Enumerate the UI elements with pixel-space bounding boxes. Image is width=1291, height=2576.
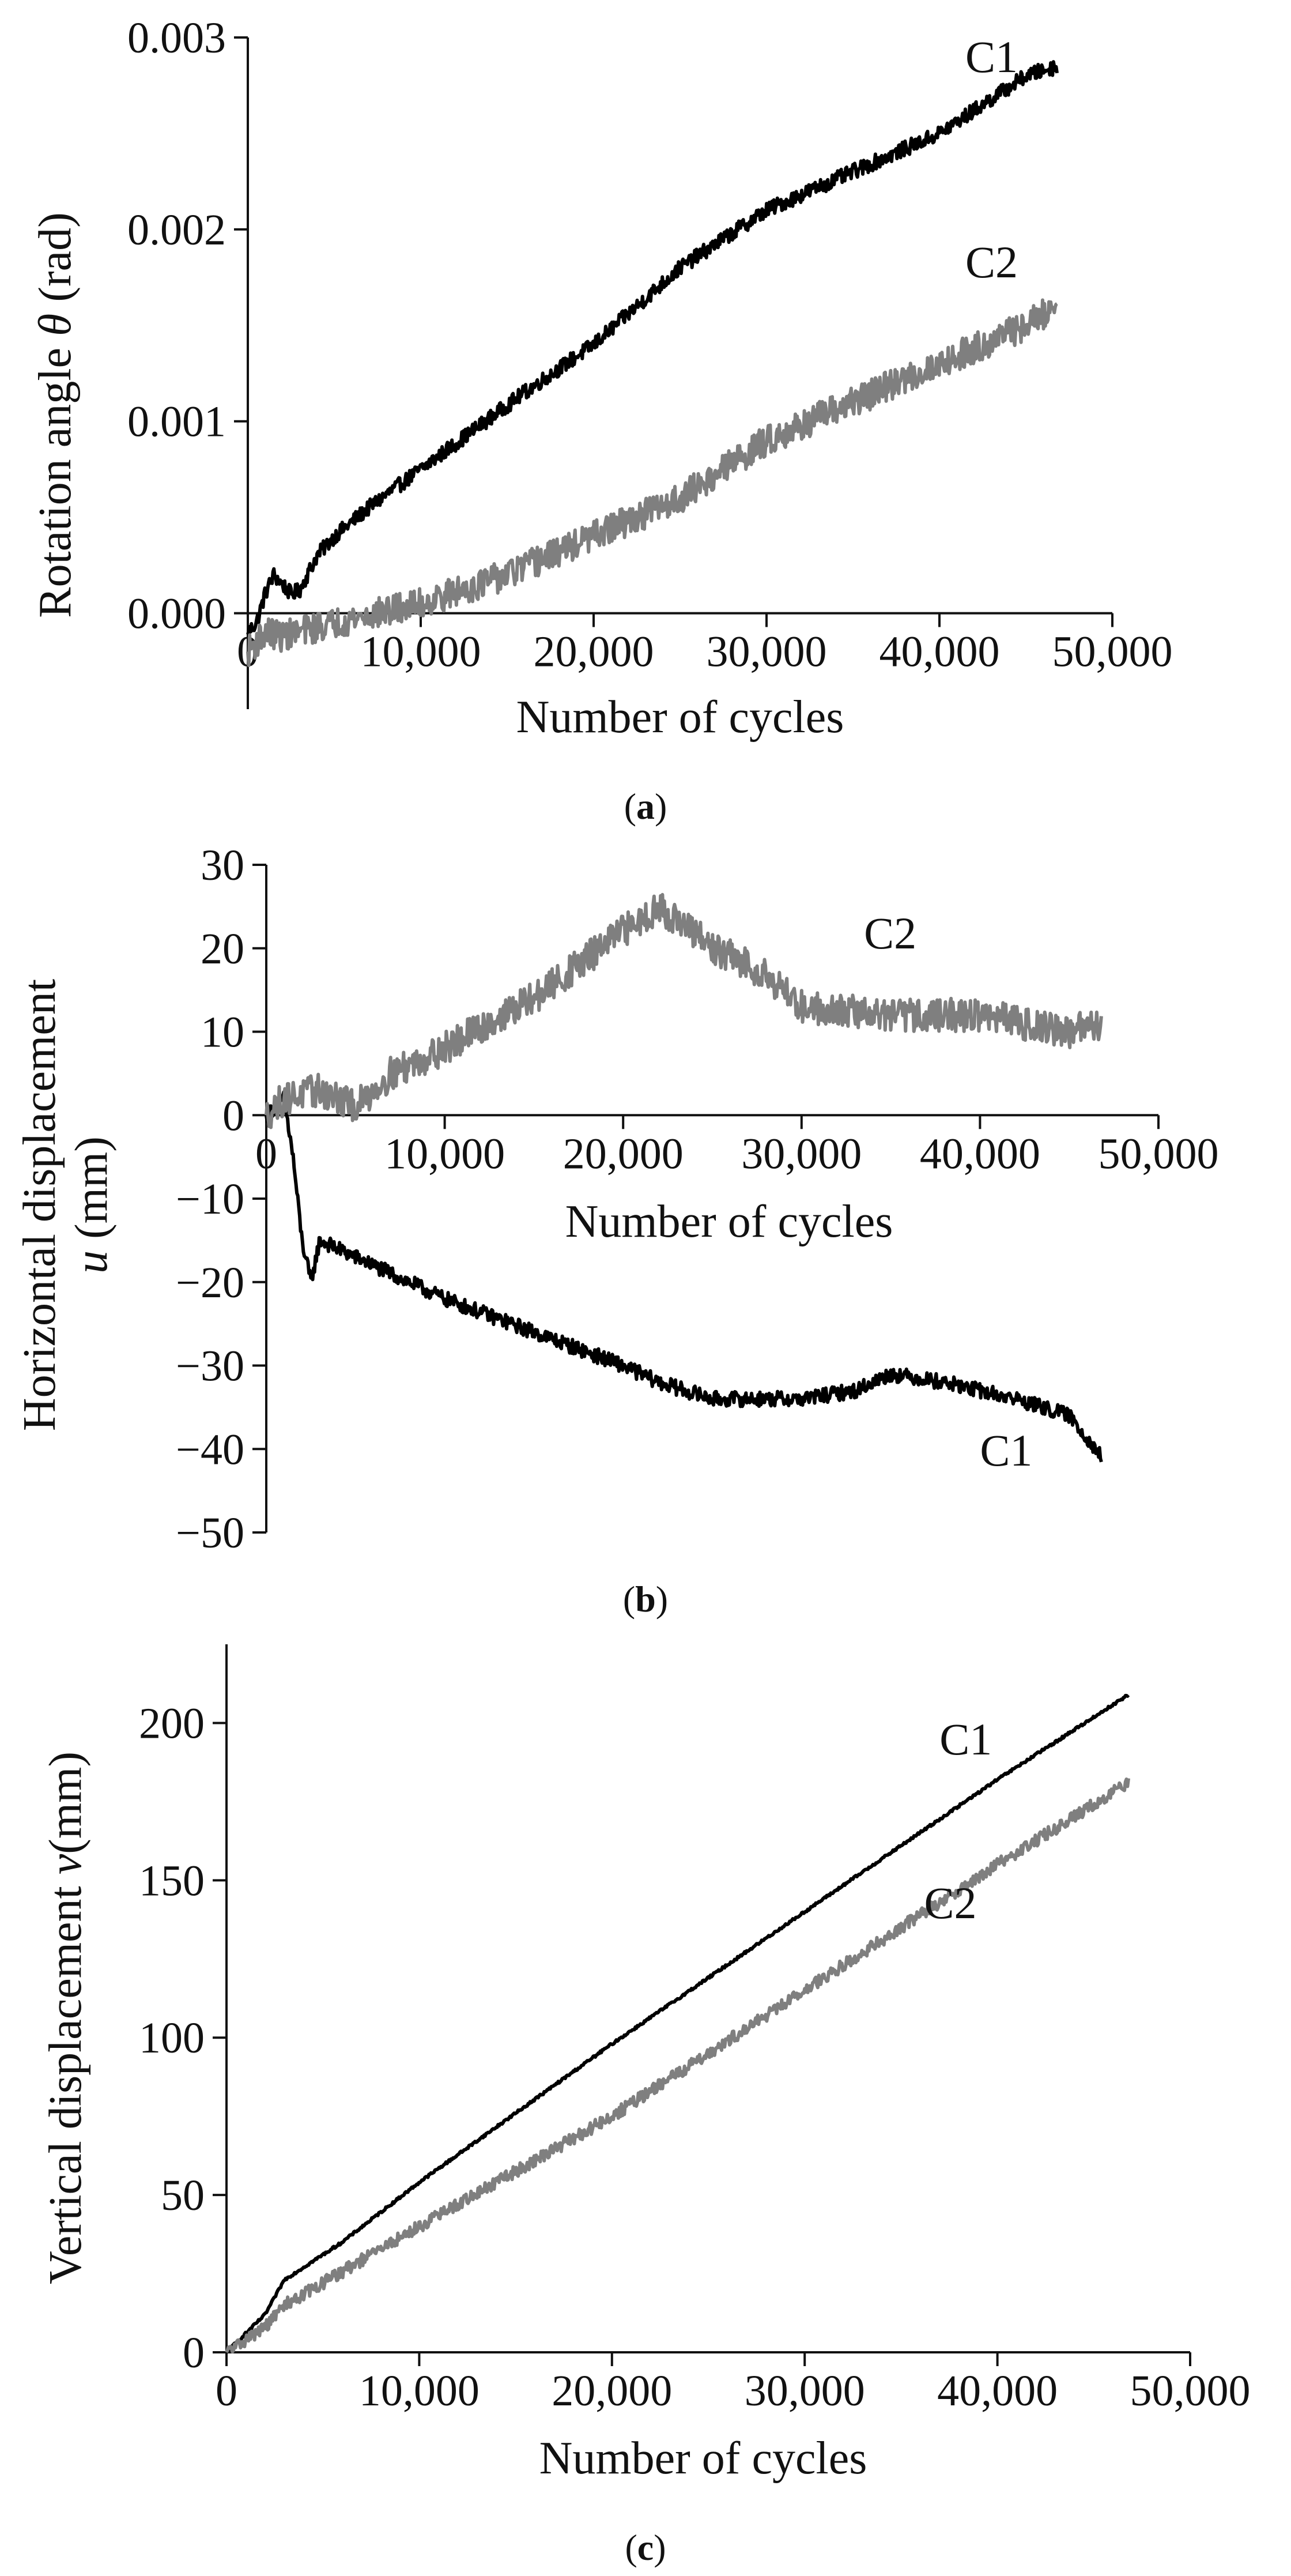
panel-c: 0 50 100 150 200 0 10,000 20,000 30,000 40,000 50,… xyxy=(40,1644,1251,2568)
panel-c-v-symbol: v xyxy=(40,1854,91,1874)
panel-b-series-c1-line xyxy=(265,1090,1103,1463)
panel-b-caption-letter: b xyxy=(635,1579,656,1620)
panel-b-series-c2-line xyxy=(265,892,1103,1129)
panel-c-x-tick-label: 40,000 xyxy=(937,2367,1058,2415)
panel-c-series-c1-line xyxy=(225,1693,1130,2353)
panel-b-y-tick-label: −30 xyxy=(176,1342,244,1391)
panel-b-x-tick-label: 20,000 xyxy=(563,1129,684,1178)
panel-a-series-c1-label: C1 xyxy=(965,32,1018,82)
panel-b-y-tick-label: −50 xyxy=(176,1509,244,1557)
panel-c-x-tick-label: 50,000 xyxy=(1130,2367,1251,2415)
panel-c-y-tick-label: 50 xyxy=(161,2171,205,2220)
panel-c-y-tick-label: 0 xyxy=(183,2329,205,2377)
panel-c-series-c1-label: C1 xyxy=(939,1714,992,1764)
panel-b-series-c2-label: C2 xyxy=(864,908,916,958)
panel-c-y-axis-title: Vertical displacement v(mm) xyxy=(40,1752,91,2284)
panel-a-y-axis-title-unit: (rad) xyxy=(30,212,81,313)
panel-a-caption-letter: a xyxy=(636,786,655,827)
panel-b-y-tick-label: −40 xyxy=(176,1425,244,1474)
panel-a-x-tick-label: 40,000 xyxy=(879,628,1000,676)
panel-a-x-tick-label: 20,000 xyxy=(534,628,654,676)
panel-b-x-tick-label: 30,000 xyxy=(741,1129,862,1178)
panel-a-y-axis-title: Rotation angle θ (rad) xyxy=(30,212,81,618)
panel-a-y-tick-label: 0.002 xyxy=(127,206,226,254)
panel-a-y-tick-label: 0.003 xyxy=(127,14,226,62)
panel-b-x-tick-label: 0 xyxy=(255,1129,277,1178)
panel-a-theta-symbol: θ xyxy=(30,314,81,336)
panel-a-x-axis-title: Number of cycles xyxy=(516,692,844,743)
panel-a-series-c2-label: C2 xyxy=(965,237,1018,287)
panel-b-y-axis-title: Horizontal displacement xyxy=(14,979,65,1431)
panel-c-y-tick-label: 150 xyxy=(139,1856,205,1905)
panel-c-caption: (c) xyxy=(625,2527,666,2568)
panel-b-x-tick-label: 50,000 xyxy=(1099,1129,1219,1178)
panel-a-y-tick-label: 0.001 xyxy=(127,398,226,446)
panel-c-x-tick-label: 0 xyxy=(216,2367,237,2415)
panel-b-y-tick-label: 0 xyxy=(222,1091,244,1140)
panel-b-y-tick-label: 20 xyxy=(201,925,244,973)
panel-c-x-tick-label: 10,000 xyxy=(359,2367,480,2415)
panel-b-x-tick-label: 10,000 xyxy=(384,1129,505,1178)
panel-c-caption-letter: c xyxy=(637,2527,654,2568)
panel-a-x-tick-label: 30,000 xyxy=(707,628,827,676)
panel-b-x-axis-title: Number of cycles xyxy=(565,1196,893,1247)
panel-b-y-axis-unit: u (mm) xyxy=(66,1136,117,1274)
panel-c-x-tick-label: 20,000 xyxy=(552,2367,672,2415)
panel-b-y-tick-label: −10 xyxy=(176,1175,244,1223)
panel-b-y-tick-label: 10 xyxy=(201,1008,244,1057)
panel-a-y-tick-label: 0.000 xyxy=(127,590,226,638)
panel-b-caption: (b) xyxy=(623,1579,668,1620)
panel-b-series-c1-label: C1 xyxy=(980,1425,1032,1475)
panel-a-caption: (a) xyxy=(624,786,667,827)
panel-c-plot: 0 50 100 150 200 0 10,000 20,000 30,000 40,000 50,… xyxy=(139,1644,1251,2415)
panel-c-x-tick-label: 30,000 xyxy=(745,2367,865,2415)
panel-a-y-axis-title-prefix: Rotation angle xyxy=(30,336,81,618)
panel-a-x-tick-label: 10,000 xyxy=(361,628,481,676)
panel-b-u-symbol: u xyxy=(66,1251,117,1274)
panel-c-series-c2-line xyxy=(225,1777,1130,2354)
panel-c-x-axis-title: Number of cycles xyxy=(539,2433,867,2484)
panel-c-y-tick-label: 100 xyxy=(139,2014,205,2062)
panel-c-y-axis-title-unit: (mm) xyxy=(40,1752,91,1854)
panel-a-series-c2-line xyxy=(246,298,1058,667)
panel-a-x-tick-label: 50,000 xyxy=(1052,628,1173,676)
panel-c-series-c2-label: C2 xyxy=(924,1878,977,1928)
panel-b-y-tick-label: −20 xyxy=(176,1259,244,1307)
panel-c-y-tick-label: 200 xyxy=(139,1699,205,1748)
panel-b-x-tick-label: 40,000 xyxy=(920,1129,1040,1178)
panel-a-series-c1-line xyxy=(246,60,1059,638)
panel-b-y-tick-label: 30 xyxy=(201,841,244,890)
panel-b-y-axis-unit-text: (mm) xyxy=(66,1136,117,1251)
panel-c-y-axis-title-prefix: Vertical displacement xyxy=(40,1874,91,2284)
